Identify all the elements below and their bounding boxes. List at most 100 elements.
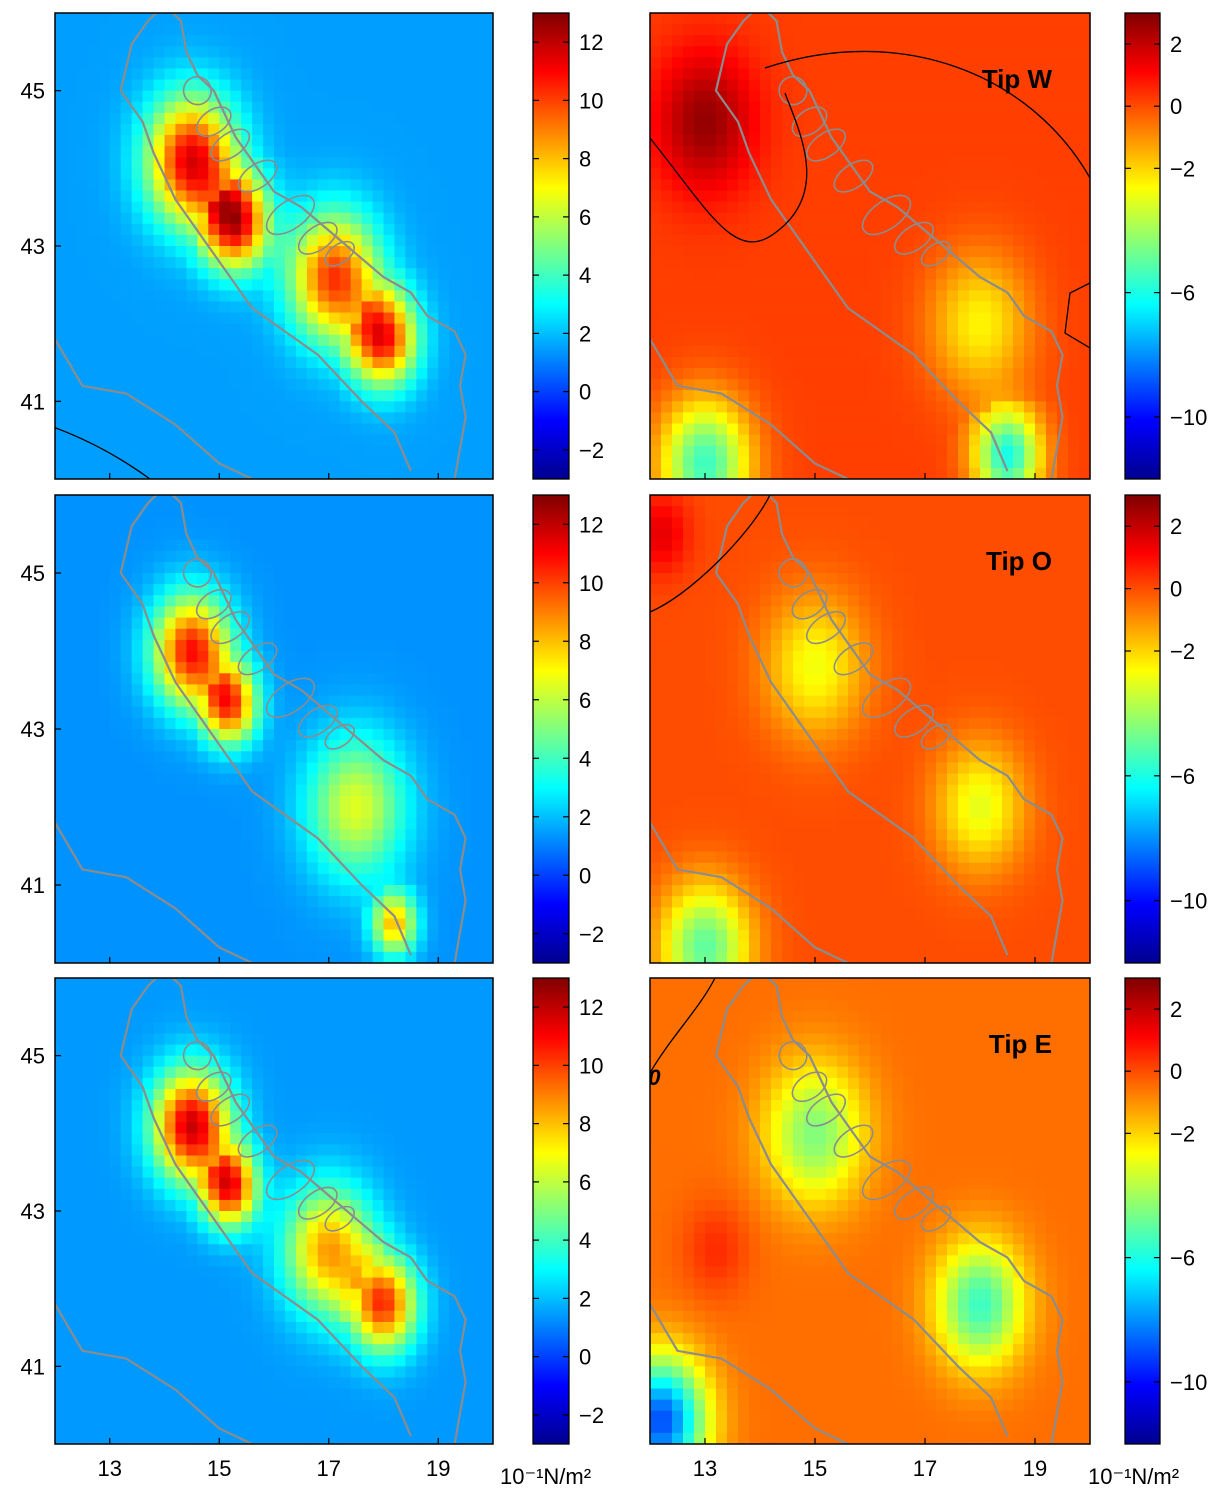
heatmap-cell: [372, 157, 385, 169]
heatmap-cell: [947, 157, 959, 169]
heatmap-cell: [815, 24, 827, 36]
heatmap-cell: [1079, 456, 1090, 469]
heatmap-cell: [460, 434, 472, 447]
heatmap-cell: [219, 929, 231, 942]
heatmap-cell: [208, 795, 220, 808]
heatmap-cell: [705, 445, 717, 458]
heatmap-cell: [372, 729, 385, 741]
heatmap-cell: [208, 123, 220, 136]
heatmap-cell: [87, 684, 100, 697]
heatmap-cell: [438, 784, 450, 797]
heatmap-cell: [936, 101, 948, 114]
heatmap-cell: [1035, 423, 1047, 436]
heatmap-cell: [164, 873, 177, 886]
heatmap-cell: [65, 729, 78, 741]
heatmap-cell: [903, 356, 915, 369]
heatmap-cell: [460, 323, 472, 336]
heatmap-cell: [958, 301, 970, 314]
heatmap-cell: [727, 334, 739, 347]
heatmap-cell: [317, 390, 330, 402]
heatmap-cell: [416, 456, 428, 469]
heatmap-cell: [782, 157, 794, 169]
heatmap-cell: [1013, 157, 1025, 169]
heatmap-cell: [131, 35, 144, 47]
heatmap-cell: [815, 412, 827, 425]
heatmap-cell: [969, 123, 981, 136]
heatmap-cell: [383, 840, 396, 853]
heatmap-cell: [87, 617, 100, 630]
heatmap-cell: [350, 595, 363, 608]
heatmap-cell: [306, 740, 319, 752]
heatmap-cell: [153, 379, 166, 391]
heatmap-cell: [142, 112, 155, 125]
heatmap-cell: [471, 345, 483, 358]
heatmap-cell: [274, 818, 286, 830]
heatmap-cell: [771, 434, 783, 447]
heatmap-cell: [1068, 345, 1080, 358]
heatmap-cell: [1035, 179, 1047, 192]
heatmap-cell: [383, 246, 396, 258]
heatmap-cell: [350, 345, 363, 358]
heatmap-cell: [317, 257, 330, 269]
heatmap-cell: [991, 246, 1003, 258]
heatmap-cell: [991, 423, 1003, 436]
heatmap-cell: [438, 539, 450, 552]
heatmap-cell: [109, 528, 122, 541]
heatmap-cell: [804, 301, 816, 314]
heatmap-cell: [230, 907, 242, 920]
heatmap-cell: [826, 135, 838, 147]
heatmap-cell: [208, 279, 220, 291]
heatmap-cell: [427, 101, 439, 114]
heatmap-cell: [131, 168, 144, 181]
heatmap-cell: [1057, 35, 1069, 47]
heatmap-cell: [175, 379, 187, 391]
heatmap-cell: [749, 212, 761, 225]
heatmap-cell: [274, 24, 286, 36]
heatmap-cell: [186, 495, 198, 507]
heatmap-cell: [87, 907, 100, 920]
heatmap-cell: [87, 784, 100, 797]
heatmap-cell: [186, 201, 198, 214]
heatmap-cell: [339, 528, 352, 541]
heatmap-cell: [120, 257, 133, 269]
heatmap-cell: [98, 379, 111, 391]
heatmap-cell: [109, 90, 122, 103]
heatmap-cell: [694, 268, 706, 280]
heatmap-cell: [427, 862, 439, 875]
heatmap-cell: [317, 639, 330, 652]
heatmap-cell: [339, 323, 352, 336]
heatmap-cell: [958, 190, 970, 203]
heatmap-cell: [460, 606, 472, 619]
heatmap-cell: [208, 90, 220, 103]
heatmap-cell: [892, 13, 904, 25]
heatmap-cell: [295, 550, 308, 563]
heatmap-cell: [471, 784, 483, 797]
heatmap-cell: [848, 79, 860, 92]
heatmap-cell: [471, 434, 483, 447]
heatmap-cell: [175, 773, 187, 786]
heatmap-cell: [1002, 234, 1014, 247]
heatmap-cell: [65, 456, 78, 469]
heatmap-cell: [449, 896, 461, 908]
heatmap-cell: [372, 112, 385, 125]
heatmap-cell: [306, 35, 319, 47]
heatmap-cell: [175, 829, 187, 842]
heatmap-cell: [804, 279, 816, 291]
heatmap-cell: [372, 290, 385, 303]
heatmap-cell: [263, 684, 275, 697]
heatmap-cell: [1046, 279, 1058, 291]
heatmap-cell: [738, 301, 750, 314]
heatmap-cell: [661, 456, 673, 469]
heatmap-cell: [65, 584, 78, 596]
heatmap-cell: [969, 179, 981, 192]
heatmap-cell: [76, 651, 89, 663]
heatmap-cell: [87, 423, 100, 436]
heatmap-cell: [449, 345, 461, 358]
heatmap-cell: [230, 885, 242, 897]
heatmap-cell: [405, 862, 417, 875]
heatmap-cell: [1046, 179, 1058, 192]
heatmap-cell: [694, 35, 706, 47]
heatmap-cell: [804, 290, 816, 303]
heatmap-cell: [738, 412, 750, 425]
heatmap-cell: [372, 539, 385, 552]
